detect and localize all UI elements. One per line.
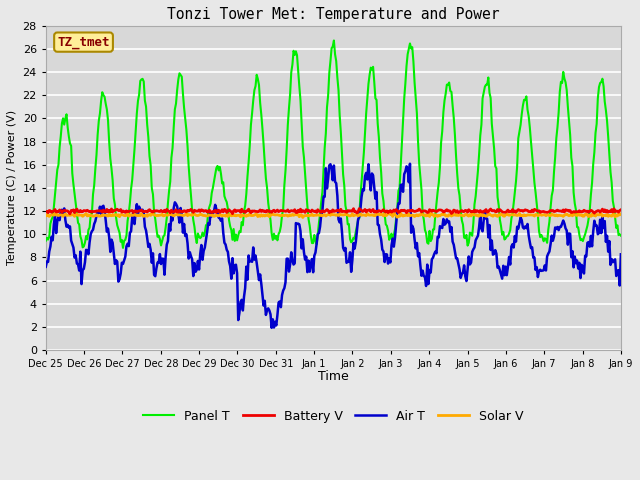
Text: TZ_tmet: TZ_tmet xyxy=(57,36,110,48)
Legend: Panel T, Battery V, Air T, Solar V: Panel T, Battery V, Air T, Solar V xyxy=(138,405,529,428)
Title: Tonzi Tower Met: Temperature and Power: Tonzi Tower Met: Temperature and Power xyxy=(167,7,500,22)
Y-axis label: Temperature (C) / Power (V): Temperature (C) / Power (V) xyxy=(7,110,17,265)
X-axis label: Time: Time xyxy=(318,371,349,384)
